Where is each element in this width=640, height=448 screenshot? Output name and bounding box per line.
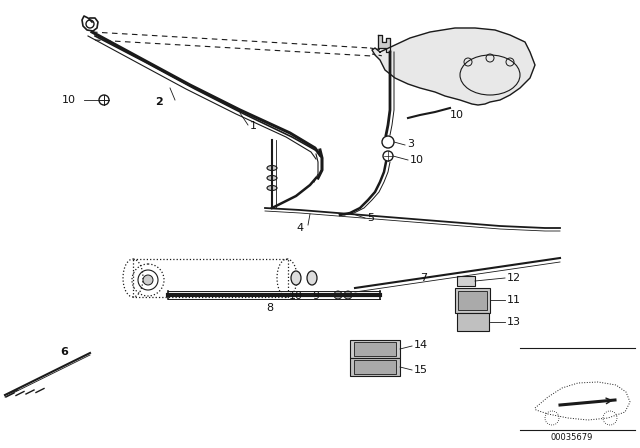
Bar [350,358,400,376]
Circle shape [334,291,342,299]
Text: 00035679: 00035679 [551,434,593,443]
Text: 12: 12 [507,273,521,283]
Text: 14: 14 [414,340,428,350]
Text: 10: 10 [450,110,464,120]
Bar [133,259,288,297]
Bar [455,288,490,313]
Bar [458,291,487,310]
Ellipse shape [267,185,277,190]
Text: 2: 2 [155,97,163,107]
Text: 7: 7 [420,273,427,283]
Bar [354,360,396,374]
Bar [457,276,475,286]
Text: 10: 10 [289,291,303,301]
Bar [350,340,400,358]
Text: 11: 11 [507,295,521,305]
Text: 6: 6 [60,347,68,357]
Text: 4: 4 [296,223,303,233]
Text: 8: 8 [266,303,273,313]
Bar [354,342,396,356]
Text: 3: 3 [407,139,414,149]
Ellipse shape [267,176,277,181]
Circle shape [143,275,153,285]
Text: 13: 13 [507,317,521,327]
Ellipse shape [267,165,277,171]
Text: 9: 9 [312,291,319,301]
Ellipse shape [307,271,317,285]
Ellipse shape [291,271,301,285]
Text: 1: 1 [250,121,257,131]
Bar [457,313,489,331]
Polygon shape [372,28,535,105]
Circle shape [344,291,352,299]
Polygon shape [378,35,390,52]
Text: 10: 10 [62,95,76,105]
Text: 10: 10 [410,155,424,165]
Text: 5: 5 [367,213,374,223]
Text: 15: 15 [414,365,428,375]
